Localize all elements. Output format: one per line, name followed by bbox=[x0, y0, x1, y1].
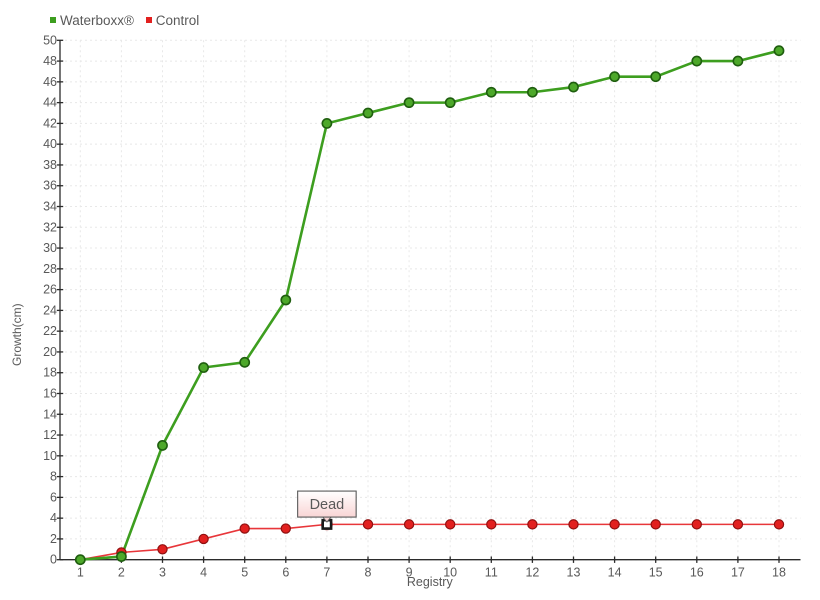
svg-text:8: 8 bbox=[50, 470, 57, 484]
svg-text:44: 44 bbox=[43, 96, 57, 110]
svg-text:10: 10 bbox=[43, 449, 57, 463]
svg-text:12: 12 bbox=[43, 428, 57, 442]
svg-text:15: 15 bbox=[649, 566, 663, 580]
svg-text:14: 14 bbox=[43, 407, 57, 421]
svg-text:1: 1 bbox=[77, 566, 84, 580]
svg-text:14: 14 bbox=[608, 566, 622, 580]
svg-text:8: 8 bbox=[365, 566, 372, 580]
svg-text:48: 48 bbox=[43, 54, 57, 68]
svg-text:3: 3 bbox=[159, 566, 166, 580]
svg-text:6: 6 bbox=[282, 566, 289, 580]
svg-text:7: 7 bbox=[323, 566, 330, 580]
svg-text:0: 0 bbox=[50, 553, 57, 567]
svg-text:13: 13 bbox=[567, 566, 581, 580]
svg-text:18: 18 bbox=[772, 566, 786, 580]
svg-text:12: 12 bbox=[525, 566, 539, 580]
svg-text:32: 32 bbox=[43, 220, 57, 234]
svg-text:17: 17 bbox=[731, 566, 745, 580]
svg-text:42: 42 bbox=[43, 116, 57, 130]
svg-text:34: 34 bbox=[43, 200, 57, 214]
svg-text:40: 40 bbox=[43, 137, 57, 151]
svg-text:28: 28 bbox=[43, 262, 57, 276]
svg-text:16: 16 bbox=[43, 386, 57, 400]
svg-text:16: 16 bbox=[690, 566, 704, 580]
svg-text:4: 4 bbox=[50, 511, 57, 525]
svg-text:30: 30 bbox=[43, 241, 57, 255]
svg-text:11: 11 bbox=[485, 566, 498, 580]
svg-text:4: 4 bbox=[200, 566, 207, 580]
svg-text:18: 18 bbox=[43, 366, 57, 380]
svg-text:Dead: Dead bbox=[310, 497, 345, 513]
svg-text:5: 5 bbox=[241, 566, 248, 580]
svg-text:2: 2 bbox=[118, 566, 125, 580]
svg-text:6: 6 bbox=[50, 490, 57, 504]
svg-text:50: 50 bbox=[43, 33, 57, 47]
svg-text:26: 26 bbox=[43, 283, 57, 297]
svg-text:2: 2 bbox=[50, 532, 57, 546]
svg-text:46: 46 bbox=[43, 75, 57, 89]
svg-text:38: 38 bbox=[43, 158, 57, 172]
svg-text:24: 24 bbox=[43, 303, 57, 317]
svg-text:22: 22 bbox=[43, 324, 57, 338]
svg-text:36: 36 bbox=[43, 179, 57, 193]
svg-text:20: 20 bbox=[43, 345, 57, 359]
